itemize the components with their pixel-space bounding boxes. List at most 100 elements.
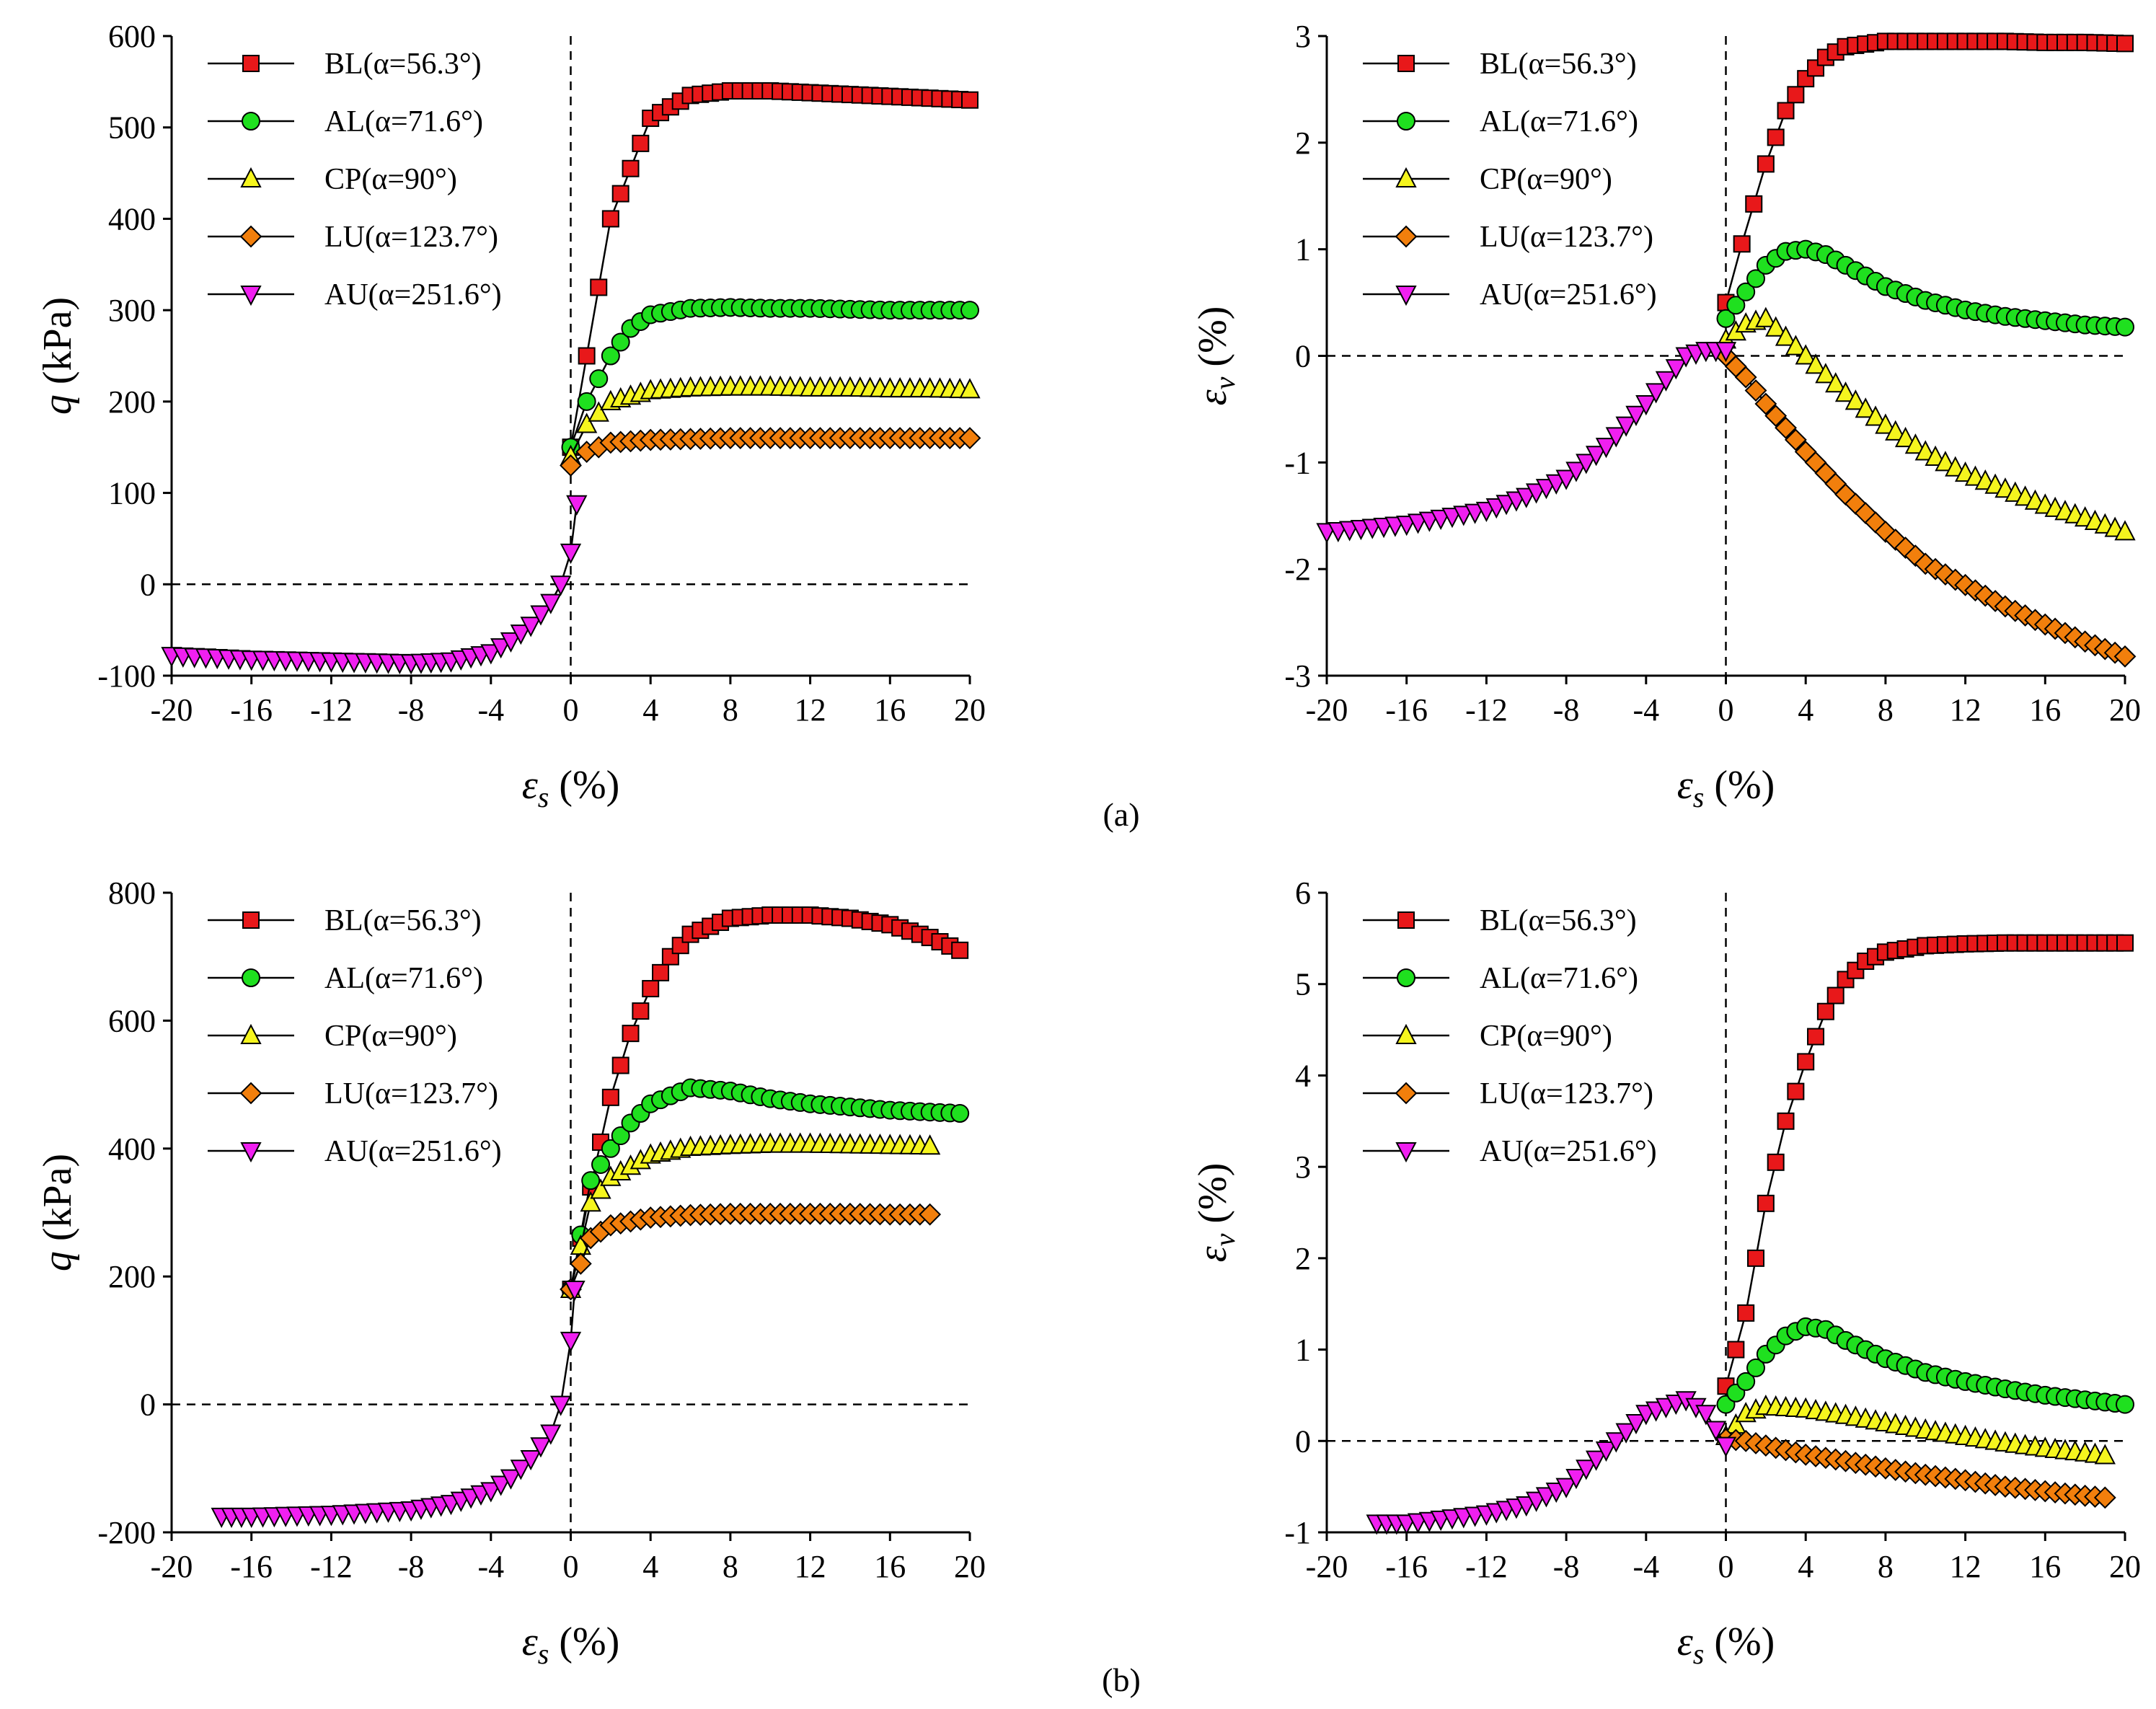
series-diamond: [560, 427, 981, 477]
data-point: [1754, 392, 1777, 415]
data-point: [520, 1449, 542, 1471]
data-point: [2116, 934, 2134, 952]
x-axis-title-subscript: s: [1693, 1638, 1705, 1670]
y-axis-title: q (kPa): [35, 1154, 80, 1271]
data-point: [1726, 296, 1746, 315]
legend-marker: [242, 55, 260, 72]
data-point: [601, 1088, 619, 1106]
x-tick-label: -20: [1306, 692, 1348, 728]
legend-marker: [1395, 225, 1418, 248]
data-point: [577, 392, 596, 411]
y-tick-label: -3: [1284, 658, 1311, 694]
y-tick-label: -200: [97, 1515, 156, 1550]
x-tick-label: -8: [398, 1549, 425, 1584]
data-point: [1795, 344, 1816, 365]
panel-label-a: (a): [1103, 796, 1139, 833]
data-point: [2094, 1444, 2116, 1465]
legend-marker: [1395, 286, 1417, 306]
data-point: [589, 369, 609, 389]
y-tick-label: -2: [1284, 552, 1311, 587]
series-line: [221, 1289, 576, 1518]
x-tick-label: 0: [1718, 692, 1734, 728]
data-point: [632, 134, 650, 152]
data-point: [2116, 35, 2134, 53]
series-square: [562, 906, 969, 1298]
data-point: [1595, 1441, 1617, 1462]
data-point: [1755, 306, 1777, 327]
x-tick-label: -16: [230, 1549, 273, 1584]
series-triangle-down: [161, 495, 588, 675]
data-point: [2114, 520, 2136, 541]
data-point: [611, 332, 630, 352]
data-point: [1727, 1341, 1745, 1359]
data-point: [1775, 416, 1797, 439]
y-axis-title-unit: (kPa): [35, 297, 80, 394]
y-tick-label: 400: [108, 1131, 156, 1167]
series-diamond: [560, 1202, 942, 1301]
y-tick-label: 0: [1295, 1423, 1311, 1459]
series-square: [562, 82, 978, 456]
data-point: [1744, 379, 1767, 402]
y-tick-label: -100: [97, 658, 156, 694]
chart-a-q: -20 -16 -12 -8 -4 0 4 8 12 16 20 -100 0 100 200 300 400 5…: [35, 19, 986, 813]
y-axis-title: εv (%): [1190, 1163, 1241, 1263]
y-tick-label: 2: [1295, 1241, 1311, 1276]
legend-label: AL(α=71.6°): [1480, 105, 1638, 138]
legend: BL(α=56.3°) AL(α=71.6°) CP(α=90°) LU(α=123.…: [1363, 48, 1657, 312]
x-tick-label: 12: [795, 692, 826, 728]
x-tick-label: 8: [723, 1549, 738, 1584]
y-tick-label: -1: [1284, 1515, 1311, 1550]
series-circle: [1716, 1317, 2134, 1414]
x-axis-title-unit: (%): [549, 1620, 619, 1664]
data-point: [1715, 342, 1737, 363]
y-tick-label: 200: [108, 384, 156, 420]
legend-label: CP(α=90°): [324, 163, 457, 196]
legend-label: LU(α=123.7°): [324, 1077, 498, 1110]
y-tick-label: 4: [1295, 1058, 1311, 1093]
data-point: [1565, 1468, 1587, 1490]
chart-b-q: -20 -16 -12 -8 -4 0 4 8 12 16 20 -200 0 200 400 600 800 ε…: [35, 875, 986, 1670]
x-tick-label: -4: [1633, 1549, 1659, 1584]
y-tick-label: 3: [1295, 1149, 1311, 1185]
series-triangle-up: [1715, 1394, 2116, 1465]
legend-label: AL(α=71.6°): [324, 105, 483, 138]
series-diamond: [1715, 345, 2137, 668]
series-triangle-down: [1316, 342, 1737, 544]
data-point: [1746, 1358, 1766, 1377]
data-point: [1764, 405, 1788, 428]
x-tick-label: 16: [874, 1549, 906, 1584]
data-point: [611, 1056, 629, 1074]
data-point: [1787, 86, 1805, 104]
y-axis-title-unit: (%): [1190, 1163, 1235, 1234]
x-tick-label: -16: [1385, 692, 1428, 728]
data-point: [960, 301, 979, 320]
data-point: [601, 346, 620, 366]
data-point: [622, 1025, 640, 1043]
data-point: [1655, 371, 1677, 392]
data-point: [919, 1203, 942, 1226]
legend-marker: [1397, 968, 1415, 987]
data-point: [1555, 469, 1577, 490]
x-tick-label: -8: [1553, 692, 1580, 728]
legend-label: LU(α=123.7°): [1480, 221, 1653, 254]
data-point: [1747, 1249, 1765, 1267]
y-tick-label: 800: [108, 875, 156, 911]
data-point: [1645, 383, 1667, 404]
x-axis-title-subscript: s: [538, 781, 549, 813]
x-tick-label: -12: [310, 692, 353, 728]
data-point: [1737, 1304, 1755, 1322]
data-point: [1904, 433, 1927, 454]
data-point: [500, 632, 522, 653]
legend-label: BL(α=56.3°): [324, 48, 482, 81]
legend: BL(α=56.3°) AL(α=71.6°) CP(α=90°) LU(α=123.…: [208, 48, 502, 312]
data-point: [510, 624, 531, 645]
x-axis-title-symbol: ε: [1677, 1620, 1694, 1664]
data-point: [642, 980, 660, 998]
legend-label: LU(α=123.7°): [1480, 1077, 1653, 1110]
x-tick-label: 16: [2029, 1549, 2061, 1584]
x-tick-label: 12: [1950, 1549, 1982, 1584]
y-axis-title-subscript: v: [1209, 1233, 1241, 1246]
y-axis-title: q (kPa): [35, 297, 80, 415]
data-point: [1736, 282, 1756, 301]
x-tick-label: -16: [230, 692, 273, 728]
